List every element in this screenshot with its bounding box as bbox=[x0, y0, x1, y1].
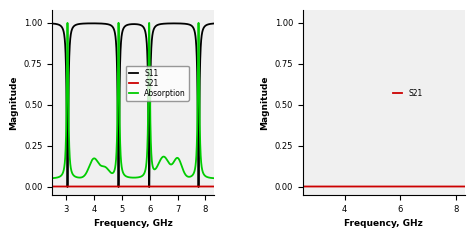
S21 bbox=[362, 185, 368, 188]
S21 bbox=[49, 185, 55, 188]
Absorption bbox=[211, 177, 217, 180]
S11 bbox=[90, 22, 95, 25]
Legend: S21: S21 bbox=[390, 86, 426, 101]
X-axis label: Frequency, GHz: Frequency, GHz bbox=[344, 219, 423, 228]
S21 bbox=[79, 185, 84, 188]
S21 bbox=[211, 185, 217, 188]
S11 bbox=[182, 22, 188, 25]
Absorption bbox=[64, 21, 70, 24]
S21 bbox=[458, 185, 464, 188]
S21 bbox=[155, 185, 160, 188]
S21 bbox=[328, 185, 334, 188]
S21 bbox=[300, 185, 306, 188]
S21 bbox=[146, 185, 152, 188]
S21 bbox=[182, 185, 188, 188]
Absorption bbox=[182, 173, 188, 176]
S21 bbox=[111, 185, 117, 188]
Y-axis label: Magnitude: Magnitude bbox=[9, 75, 18, 130]
Absorption bbox=[49, 177, 55, 180]
S21 bbox=[369, 185, 374, 188]
Absorption bbox=[146, 21, 152, 24]
S21 bbox=[170, 185, 176, 188]
S11 bbox=[49, 22, 55, 25]
Line: S11: S11 bbox=[52, 23, 214, 187]
Line: Absorption: Absorption bbox=[52, 23, 214, 178]
S11 bbox=[170, 22, 176, 25]
S21 bbox=[441, 185, 447, 188]
S11 bbox=[146, 185, 152, 188]
S11 bbox=[211, 22, 217, 25]
S21 bbox=[462, 185, 467, 188]
S11 bbox=[64, 185, 70, 188]
S21 bbox=[319, 185, 324, 188]
Absorption bbox=[155, 165, 160, 168]
Absorption bbox=[111, 170, 117, 173]
X-axis label: Frequency, GHz: Frequency, GHz bbox=[94, 219, 173, 228]
Y-axis label: Magnitude: Magnitude bbox=[260, 75, 269, 130]
Legend: S11, S21, Absorption: S11, S21, Absorption bbox=[126, 65, 189, 101]
Absorption bbox=[79, 176, 84, 179]
S11 bbox=[155, 24, 160, 27]
S11 bbox=[111, 28, 117, 31]
Absorption bbox=[170, 162, 176, 165]
S11 bbox=[79, 22, 84, 25]
